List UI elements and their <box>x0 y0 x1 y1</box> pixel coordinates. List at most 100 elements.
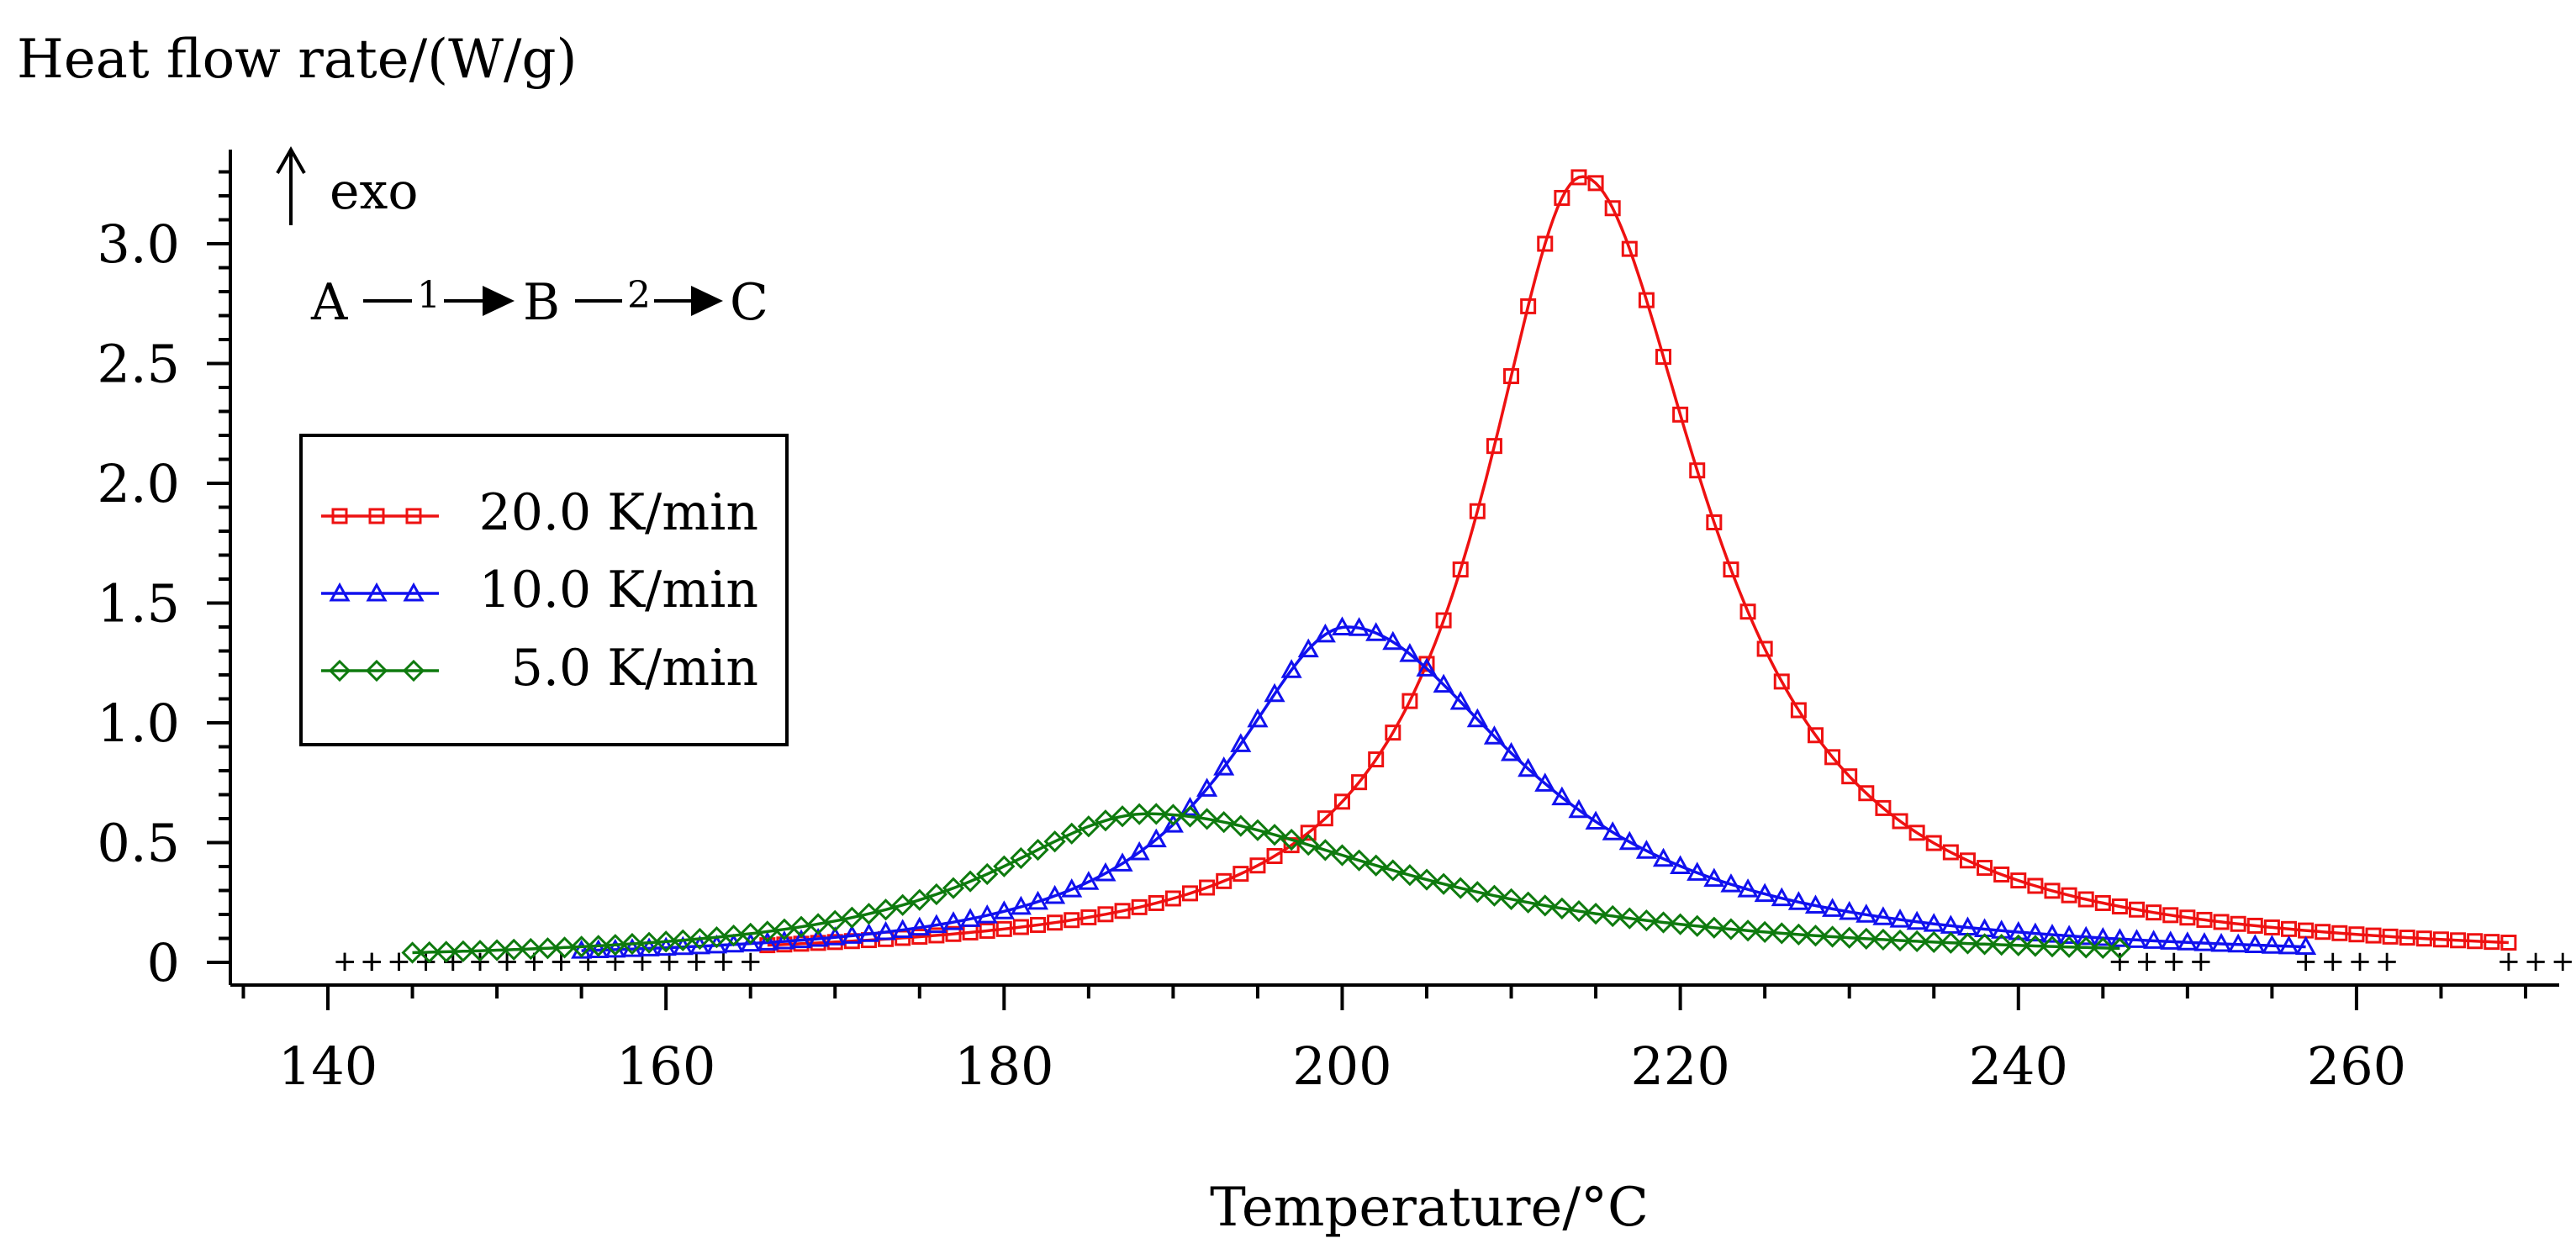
data-point <box>945 925 962 942</box>
baseline-plus: + <box>549 945 573 978</box>
data-point <box>1635 840 1657 859</box>
exo-annotation: exo <box>276 145 418 225</box>
scheme-a: A <box>310 273 348 332</box>
data-point <box>1433 673 1454 693</box>
data-point <box>1266 847 1283 864</box>
baseline-plus: + <box>2348 945 2373 978</box>
data-point <box>1399 643 1421 662</box>
data-point <box>2075 925 2097 946</box>
data-point <box>1060 822 1083 845</box>
legend-marker <box>403 582 425 602</box>
data-point <box>2092 936 2114 960</box>
data-point <box>2263 919 2280 935</box>
x-axis-title: Temperature/°C <box>1210 1177 1649 1239</box>
data-point <box>2094 894 2111 911</box>
data-point <box>942 911 964 930</box>
data-point <box>1331 844 1354 867</box>
data-point <box>1314 839 1337 861</box>
data-point <box>705 926 728 949</box>
data-point <box>1534 772 1556 792</box>
data-point <box>2162 907 2179 924</box>
y-tick-label: 0 <box>147 932 180 993</box>
data-point <box>2193 932 2215 951</box>
x-tick-label: 200 <box>1292 1035 1391 1097</box>
data-point <box>1839 900 1861 920</box>
fit-curve <box>581 625 2306 952</box>
data-point <box>2109 928 2130 947</box>
data-point <box>1162 814 1184 833</box>
data-point <box>874 898 897 921</box>
data-point <box>2007 934 2030 956</box>
data-point <box>2500 935 2517 951</box>
data-point <box>1973 933 1996 956</box>
data-point <box>1264 682 1285 703</box>
data-point <box>1604 200 1621 217</box>
data-point <box>1923 930 1945 953</box>
data-point <box>1554 189 1570 206</box>
data-point <box>1940 931 1962 954</box>
data-point <box>1469 503 1486 519</box>
data-point <box>2075 936 2098 959</box>
x-tick-label: 140 <box>278 1035 377 1097</box>
data-point <box>1720 873 1742 893</box>
data-point <box>587 935 610 957</box>
data-point <box>892 919 914 938</box>
data-point <box>1145 803 1168 825</box>
data-point <box>1956 932 1979 955</box>
data-point <box>2177 931 2199 951</box>
scheme-b: B <box>523 273 560 332</box>
data-point <box>1993 866 2010 883</box>
data-point <box>1638 292 1655 308</box>
data-point <box>1044 884 1066 904</box>
data-point <box>1216 872 1233 889</box>
data-point <box>1466 881 1489 904</box>
data-point <box>2125 929 2148 948</box>
data-point <box>1043 830 1066 853</box>
fit-curve <box>767 175 2509 947</box>
data-point <box>1618 907 1641 930</box>
data-point <box>756 920 779 943</box>
data-point <box>1280 828 1303 851</box>
data-point <box>2432 931 2449 948</box>
data-point <box>1841 768 1858 785</box>
data-point <box>1229 814 1252 837</box>
data-point <box>1280 659 1302 678</box>
data-point <box>1719 918 1743 940</box>
data-point <box>1706 514 1723 530</box>
data-point <box>1398 864 1422 887</box>
data-point <box>1181 885 1198 902</box>
data-point <box>1821 925 1844 948</box>
data-point <box>1773 673 1790 690</box>
data-point <box>993 855 1016 877</box>
data-point <box>959 908 981 927</box>
data-point <box>1736 919 1760 942</box>
data-point <box>891 893 914 916</box>
legend-marker <box>328 659 351 682</box>
data-point <box>1669 913 1692 935</box>
baseline-plus: + <box>360 945 384 978</box>
data-point <box>1824 749 1841 766</box>
x-tick-label: 160 <box>616 1035 715 1097</box>
data-point <box>875 920 897 940</box>
data-point <box>1517 891 1539 914</box>
y-tick-label: 0.5 <box>97 813 180 874</box>
data-point <box>503 938 525 961</box>
data-point <box>2092 926 2114 946</box>
data-point <box>1012 919 1029 935</box>
data-point <box>1892 813 1908 830</box>
data-point <box>1435 612 1452 629</box>
data-point <box>418 940 441 964</box>
data-point <box>841 906 863 929</box>
data-point <box>1297 834 1320 856</box>
x-tick-label: 240 <box>1969 1035 2068 1097</box>
data-point <box>1923 913 1945 932</box>
data-point <box>2058 925 2080 945</box>
data-point <box>2331 925 2348 941</box>
legend-marker <box>402 659 425 682</box>
data-point <box>1010 895 1032 915</box>
data-point <box>1449 877 1472 899</box>
data-point <box>909 916 931 936</box>
data-point <box>773 918 796 940</box>
data-point <box>1602 821 1623 840</box>
data-point <box>1533 894 1556 917</box>
